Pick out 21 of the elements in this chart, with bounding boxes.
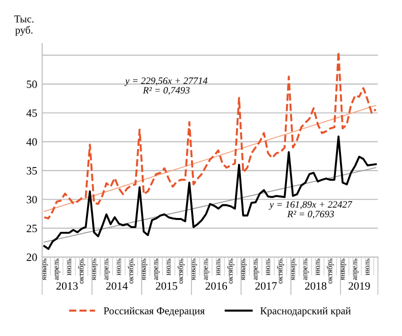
y-tick-label: 35 <box>26 167 37 175</box>
annotation: y = 229,56x + 27714 R² = 0,7493 <box>124 77 208 95</box>
y-tick-label: 45 <box>26 109 37 117</box>
line-series <box>43 50 377 220</box>
y-tick-label: 40 <box>26 138 37 146</box>
annotation: y = 161,89x + 22427 R² = 0,7693 <box>268 201 352 219</box>
legend-label: Краснодарский край <box>260 307 351 316</box>
y-tick-label: 30 <box>26 196 37 204</box>
y-tick-label: 20 <box>26 254 37 262</box>
text: 2016 <box>206 282 228 290</box>
text: 2013 <box>56 282 78 290</box>
text: 2015 <box>156 282 178 290</box>
y-tick-label: 25 <box>26 224 37 232</box>
y-tick-label: 50 <box>26 80 37 88</box>
line-series <box>43 136 377 250</box>
legend-label: Российская Федерация <box>104 307 205 316</box>
text: 2017 <box>255 282 277 290</box>
text: 2014 <box>106 282 128 290</box>
y-axis-title: Тыс. руб. <box>14 16 34 36</box>
text: 2019 <box>348 282 370 290</box>
text: 2018 <box>305 282 326 290</box>
